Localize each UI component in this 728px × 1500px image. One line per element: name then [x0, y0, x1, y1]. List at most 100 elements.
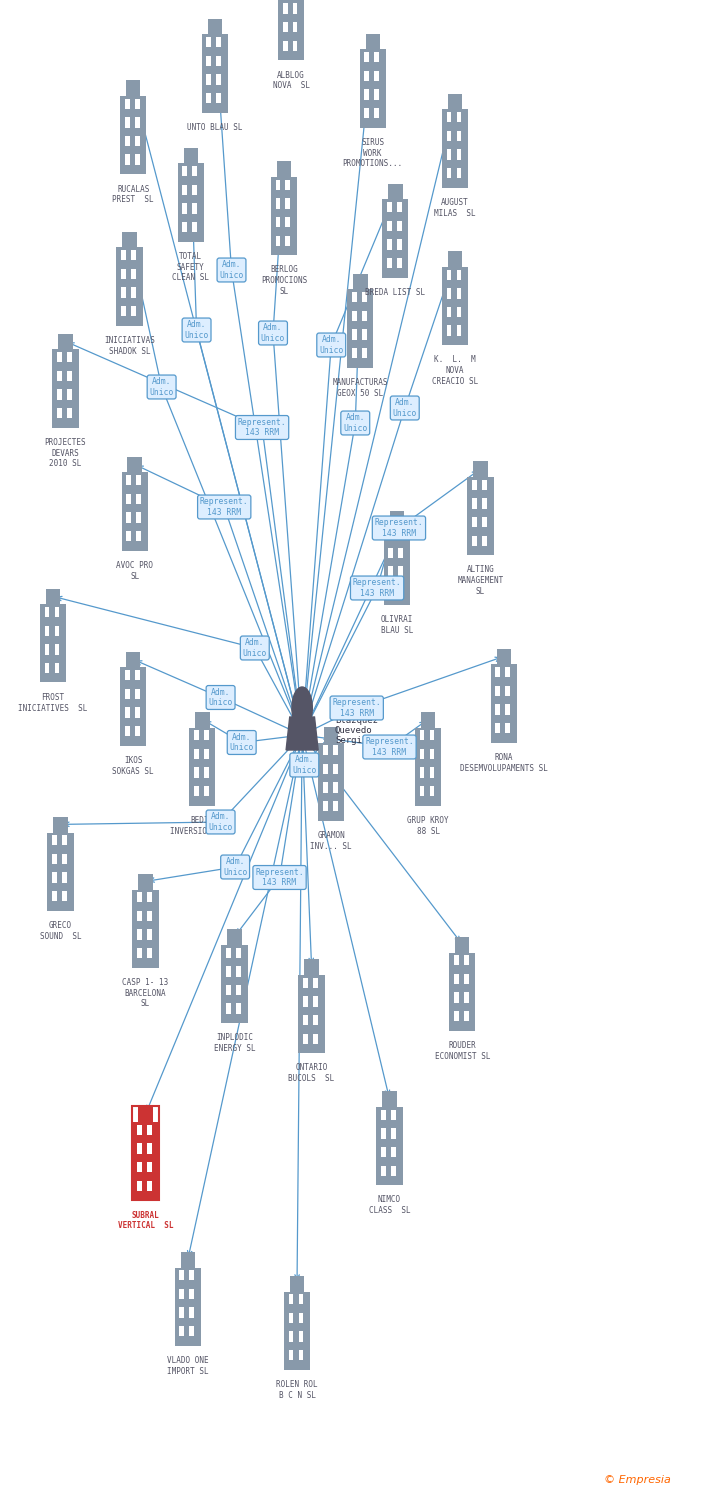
- Bar: [464, 1011, 469, 1022]
- Bar: [124, 688, 130, 699]
- Bar: [388, 567, 393, 576]
- Bar: [430, 748, 435, 759]
- Text: AUGUST
MILAS  SL: AUGUST MILAS SL: [434, 198, 476, 217]
- Bar: [419, 730, 424, 741]
- Bar: [132, 1122, 159, 1200]
- Bar: [124, 708, 130, 717]
- Bar: [303, 978, 308, 988]
- Text: GRAMON
INV... SL: GRAMON INV... SL: [310, 831, 352, 850]
- Text: Adm.
Unico: Adm. Unico: [392, 399, 417, 417]
- Bar: [391, 1148, 396, 1156]
- Bar: [381, 1148, 386, 1156]
- Text: GRUP KROY
88 SL: GRUP KROY 88 SL: [407, 816, 449, 836]
- Bar: [442, 267, 468, 345]
- Bar: [135, 670, 140, 681]
- Bar: [374, 90, 379, 99]
- Bar: [192, 184, 197, 195]
- Text: Adm.
Unico: Adm. Unico: [149, 378, 174, 396]
- Bar: [430, 730, 435, 741]
- Text: Adm.
Unico: Adm. Unico: [184, 321, 209, 339]
- Text: TOTAL
SAFETY
CLEAN SL: TOTAL SAFETY CLEAN SL: [173, 252, 209, 282]
- Text: SUBRAL
VERTICAL  SL: SUBRAL VERTICAL SL: [118, 1210, 173, 1230]
- Bar: [353, 274, 368, 290]
- Text: Represent.
143 RRM: Represent. 143 RRM: [375, 519, 423, 537]
- Bar: [456, 326, 462, 336]
- Bar: [124, 136, 130, 146]
- Text: VLADO ONE
IMPORT SL: VLADO ONE IMPORT SL: [167, 1356, 209, 1376]
- Bar: [44, 663, 50, 674]
- Bar: [147, 1162, 152, 1172]
- Bar: [391, 1166, 396, 1176]
- Bar: [116, 248, 143, 326]
- Bar: [206, 38, 211, 48]
- Bar: [62, 836, 67, 846]
- Bar: [57, 370, 62, 381]
- Bar: [381, 1166, 386, 1176]
- Bar: [131, 251, 136, 261]
- Text: SIRUS
WORK
PROMOTIONS...: SIRUS WORK PROMOTIONS...: [343, 138, 403, 168]
- Bar: [138, 874, 153, 890]
- Bar: [175, 1268, 201, 1346]
- Bar: [135, 136, 140, 146]
- Bar: [364, 90, 369, 99]
- Text: K.  L.  M
NOVA
CREACIO SL: K. L. M NOVA CREACIO SL: [432, 356, 478, 386]
- Bar: [124, 154, 130, 165]
- Bar: [362, 292, 367, 303]
- Bar: [120, 668, 146, 746]
- Bar: [121, 268, 126, 279]
- Bar: [122, 472, 148, 550]
- Bar: [55, 663, 60, 674]
- Text: ROLEN ROL
B C N SL: ROLEN ROL B C N SL: [276, 1380, 318, 1400]
- Bar: [120, 96, 146, 174]
- Text: MANUFACTURAS
GEOX 50 SL: MANUFACTURAS GEOX 50 SL: [333, 378, 388, 398]
- Bar: [456, 308, 462, 316]
- Text: GRECO
SOUND  SL: GRECO SOUND SL: [39, 921, 82, 940]
- Bar: [362, 310, 367, 321]
- Bar: [55, 608, 60, 618]
- Text: IKOS
SOKGAS SL: IKOS SOKGAS SL: [112, 756, 154, 776]
- Bar: [147, 1143, 152, 1154]
- Bar: [472, 536, 477, 546]
- Bar: [455, 938, 470, 952]
- Bar: [47, 833, 74, 910]
- Bar: [179, 1270, 184, 1281]
- Text: Blazquez
Quevedo
Sergi: Blazquez Quevedo Sergi: [335, 716, 378, 746]
- Bar: [126, 476, 131, 486]
- Bar: [454, 1011, 459, 1022]
- Bar: [178, 164, 204, 242]
- Bar: [126, 81, 141, 96]
- Bar: [57, 390, 62, 399]
- Bar: [288, 1312, 293, 1323]
- Bar: [482, 518, 487, 526]
- Bar: [195, 712, 210, 728]
- Bar: [122, 232, 137, 248]
- Text: FROST
INICIATIVES  SL: FROST INICIATIVES SL: [18, 693, 88, 712]
- Bar: [57, 408, 62, 419]
- Bar: [147, 948, 152, 958]
- Bar: [226, 966, 231, 976]
- Bar: [55, 645, 60, 654]
- Bar: [446, 150, 451, 159]
- Bar: [282, 40, 288, 51]
- Bar: [398, 585, 403, 596]
- Bar: [360, 50, 386, 128]
- Bar: [52, 873, 57, 882]
- Bar: [124, 726, 130, 736]
- Bar: [216, 38, 221, 48]
- Bar: [298, 1312, 304, 1323]
- Bar: [67, 390, 72, 399]
- Bar: [446, 130, 451, 141]
- Bar: [318, 742, 344, 821]
- Bar: [147, 930, 152, 939]
- Text: Represent.
143 RRM: Represent. 143 RRM: [353, 579, 401, 597]
- Bar: [137, 1125, 142, 1136]
- Bar: [206, 56, 211, 66]
- Bar: [387, 258, 392, 268]
- Bar: [347, 290, 373, 368]
- Bar: [189, 1270, 194, 1281]
- Bar: [456, 270, 462, 280]
- Bar: [137, 1143, 142, 1154]
- Bar: [446, 112, 451, 123]
- Bar: [216, 75, 221, 84]
- Text: Adm.
Unico: Adm. Unico: [242, 639, 267, 657]
